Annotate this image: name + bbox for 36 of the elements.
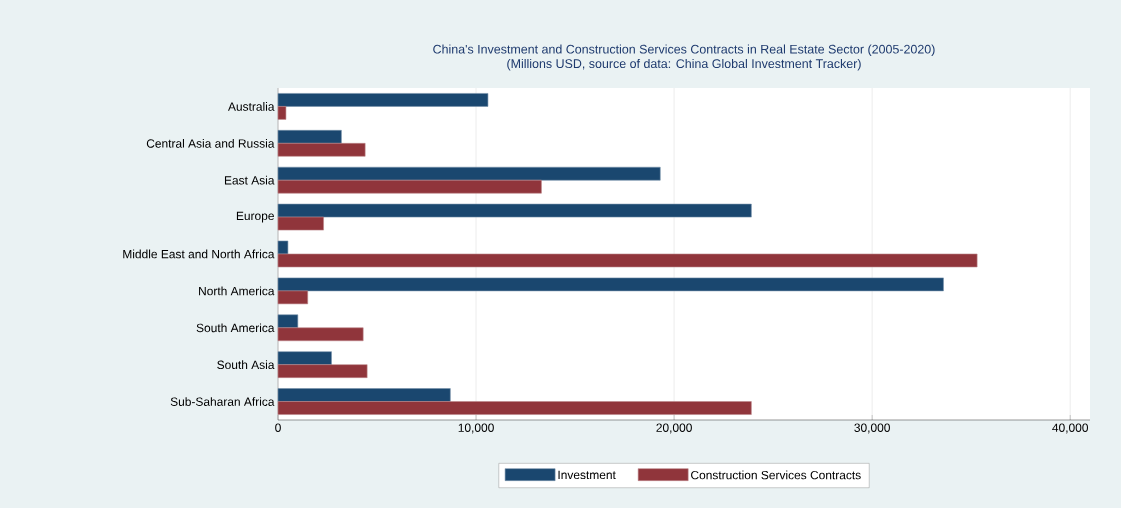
x-tick-label: 10,000 [458,423,494,434]
legend-label: Investment [558,470,616,480]
y-tick-label: East Asia [224,175,275,185]
y-tick-label: Central Asia and Russia [146,138,275,148]
x-tick-label: 30,000 [854,423,890,434]
bar [277,93,489,107]
bar [277,401,752,415]
y-tick-label: South Asia [217,360,275,370]
y-tick-label: North America [199,286,275,296]
chart-subtitle: (Millions USD, source of data: China Global Investment Tracker) [507,58,861,71]
bar [277,130,342,144]
bar [277,314,299,329]
bar [277,388,451,402]
bar [277,166,661,181]
bar [277,106,287,120]
bar [277,216,324,231]
bar [277,290,309,305]
y-tick-label: South America [196,323,275,333]
bar [277,277,944,292]
bar [277,203,752,218]
y-tick-label: Australia [227,102,275,111]
y-tick-label: Middle East and North Africa [123,249,275,259]
y-tick-label: Europe [236,211,274,223]
bar [277,351,332,365]
bar [277,179,542,194]
bar [277,240,289,255]
bar [277,143,366,157]
y-tick-label: Sub-Saharan Africa [170,397,275,406]
x-tick-label: 0 [275,423,281,432]
chart-title: China's Investment and Construction Services Contracts in Real Estate Sector (2005-2020) [433,44,935,57]
bar [277,364,368,378]
x-tick-label: 40,000 [1052,423,1089,434]
legend-label: Construction Services Contracts [691,470,861,480]
bar [277,253,978,268]
x-tick-label: 20,000 [656,423,692,434]
bar [277,327,364,342]
